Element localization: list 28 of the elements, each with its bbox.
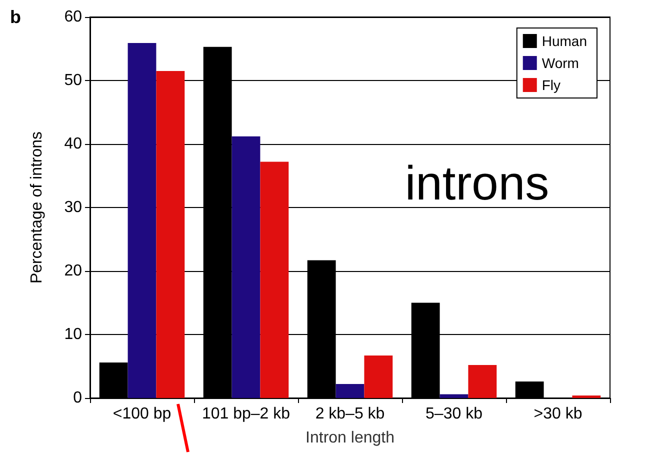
legend-label: Fly — [542, 77, 561, 93]
bar — [468, 364, 497, 398]
y-tick-label: 60 — [64, 8, 82, 26]
y-tick-label: 50 — [64, 72, 82, 89]
x-tick-label: 2 kb–5 kb — [315, 406, 385, 422]
bar — [572, 395, 601, 398]
y-tick-label: 30 — [64, 199, 82, 216]
x-axis-title: Intron length — [306, 430, 394, 446]
y-tick-label: 10 — [64, 326, 82, 343]
text: b — [10, 7, 21, 27]
legend-label: Worm — [542, 55, 579, 71]
y-axis-title: Percentage of introns — [28, 131, 46, 284]
y-tick-label: 20 — [64, 262, 82, 280]
bar — [336, 384, 364, 398]
x-tick-label: <100 bp — [112, 406, 172, 422]
y-tick-label: 40 — [64, 136, 82, 152]
x-tick-label: >30 kb — [534, 406, 582, 422]
x-tick-label: 5–30 kb — [426, 406, 483, 422]
annotation: introns — [405, 158, 550, 210]
bar — [260, 162, 289, 398]
x-tick-label: 101 bp–2 kb — [202, 406, 290, 422]
bar — [156, 70, 185, 398]
legend-label: Human — [542, 33, 588, 49]
y-tick-label: 0 — [73, 390, 82, 406]
bar — [440, 394, 468, 398]
bar — [232, 136, 260, 398]
bar — [128, 43, 156, 398]
bar — [364, 355, 393, 398]
